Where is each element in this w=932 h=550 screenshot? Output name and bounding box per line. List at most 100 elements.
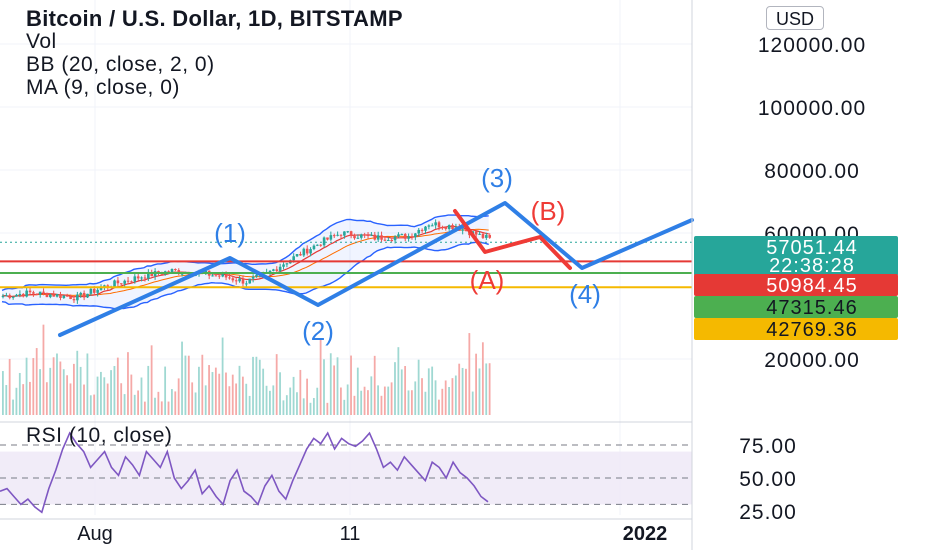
candle-body bbox=[417, 229, 421, 234]
volume-bar bbox=[316, 387, 319, 415]
volume-bar bbox=[269, 390, 271, 415]
volume-bar bbox=[427, 368, 430, 415]
volume-bar bbox=[431, 366, 434, 415]
candle-body bbox=[140, 277, 143, 279]
volume-bar bbox=[214, 367, 217, 415]
volume-bar bbox=[377, 385, 379, 415]
candle-body bbox=[143, 277, 147, 279]
volume-bar bbox=[414, 381, 417, 415]
candle-body bbox=[255, 274, 258, 277]
candle-body bbox=[218, 275, 221, 277]
volume-bar bbox=[79, 366, 82, 415]
candle-body bbox=[332, 235, 336, 237]
candle-body bbox=[147, 271, 150, 279]
candle-body bbox=[481, 233, 485, 238]
volume-bar bbox=[353, 395, 356, 415]
volume-bar bbox=[319, 339, 322, 415]
candle-body bbox=[430, 225, 434, 227]
candle-body bbox=[231, 278, 235, 281]
candle-body bbox=[180, 273, 184, 275]
candle-body bbox=[339, 234, 343, 236]
main-grid bbox=[0, 0, 692, 515]
candle-body bbox=[380, 235, 383, 240]
volume-bar bbox=[340, 387, 342, 415]
rsi-title: RSI (10, close) bbox=[26, 424, 173, 447]
candle-body bbox=[42, 291, 45, 293]
indicator-ma[interactable]: MA (9, close, 0) bbox=[26, 76, 180, 99]
volume-bar bbox=[241, 376, 244, 415]
volume-bar bbox=[106, 383, 109, 415]
candle-body bbox=[356, 237, 360, 239]
candle-body bbox=[133, 276, 137, 282]
volume-bar bbox=[481, 342, 484, 415]
candle-body bbox=[221, 274, 224, 277]
volume-bar bbox=[103, 377, 106, 415]
volume-bar bbox=[39, 369, 41, 415]
candle-body bbox=[99, 287, 103, 290]
volume-bar bbox=[465, 368, 467, 415]
price-axis[interactable]: 120000.00100000.0080000.0060000.0020000.… bbox=[694, 34, 898, 524]
elliott-label: (4) bbox=[569, 279, 601, 309]
volume-bar bbox=[302, 398, 305, 415]
candle-body bbox=[353, 236, 356, 239]
candle-body bbox=[410, 236, 414, 238]
price-tick-label: 120000.00 bbox=[758, 34, 866, 57]
volume-bar bbox=[49, 367, 52, 415]
candle-body bbox=[400, 234, 404, 236]
volume-bar bbox=[110, 370, 112, 415]
candle-body bbox=[204, 270, 208, 273]
volume-bar bbox=[29, 381, 31, 415]
candle-body bbox=[62, 295, 66, 298]
volume-bar bbox=[370, 376, 373, 415]
resistance-price-tag-bg bbox=[694, 274, 898, 296]
volume-bar bbox=[52, 357, 55, 415]
indicator-bollinger[interactable]: BB (20, close, 2, 0) bbox=[26, 53, 215, 76]
price-tick-label: 20000.00 bbox=[764, 349, 860, 372]
volume-bar bbox=[383, 386, 386, 415]
volume-bar bbox=[211, 372, 214, 415]
volume-bar bbox=[363, 386, 366, 415]
rsi-tick-label: 25.00 bbox=[739, 501, 797, 524]
elliott-wave-drawing[interactable]: (1) (2) (3) (4) (A) (B) bbox=[58, 163, 694, 346]
candle-body bbox=[309, 249, 312, 254]
volume-bar bbox=[356, 367, 359, 415]
currency-usd-button[interactable]: USD bbox=[766, 6, 824, 30]
candle-body bbox=[447, 225, 451, 229]
rsi-tick-label: 50.00 bbox=[739, 468, 797, 491]
volume-bar bbox=[326, 402, 329, 415]
volume-bar bbox=[42, 324, 45, 415]
volume-bar bbox=[394, 362, 396, 415]
volume-bar bbox=[208, 365, 210, 415]
candle-body bbox=[5, 295, 8, 297]
bollinger-lower bbox=[1, 240, 489, 310]
candle-body bbox=[383, 239, 387, 241]
candle-body bbox=[234, 280, 238, 282]
candle-body bbox=[45, 292, 49, 298]
candle-body bbox=[278, 266, 282, 271]
candle-body bbox=[214, 275, 218, 277]
elliott-label: (1) bbox=[214, 218, 246, 248]
candle-body bbox=[79, 292, 83, 295]
volume-bar bbox=[25, 357, 28, 415]
volume-bar bbox=[448, 387, 450, 415]
volume-bar bbox=[262, 368, 265, 415]
volume-bar bbox=[140, 377, 143, 415]
volume-bar bbox=[454, 375, 457, 415]
candle-body bbox=[282, 264, 285, 267]
volume-bar bbox=[181, 341, 183, 415]
candle-body bbox=[343, 231, 346, 236]
indicator-vol[interactable]: Vol bbox=[26, 30, 57, 53]
current-price-tag: 57051.44 bbox=[766, 237, 857, 259]
volume-bar bbox=[147, 365, 150, 415]
volume-bar bbox=[434, 380, 437, 415]
volume-bar bbox=[113, 366, 116, 415]
candle-body bbox=[363, 234, 366, 236]
volume-bar bbox=[76, 350, 79, 415]
elliott-label: (B) bbox=[531, 196, 566, 226]
bollinger-upper bbox=[1, 214, 489, 292]
volume-bar bbox=[299, 369, 302, 415]
time-axis[interactable]: Aug 11 2022 bbox=[77, 523, 667, 545]
rsi-tick-label: 75.00 bbox=[739, 435, 797, 458]
volume-bar bbox=[18, 372, 21, 415]
